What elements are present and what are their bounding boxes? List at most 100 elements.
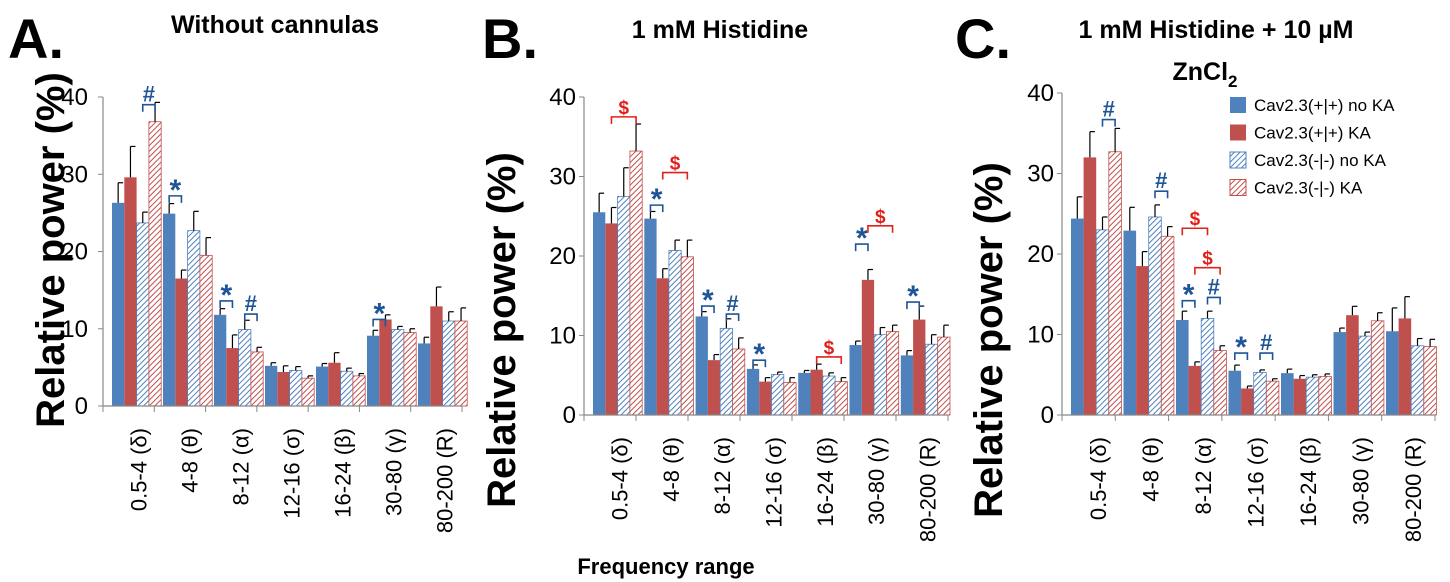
significance-bracket bbox=[867, 224, 894, 233]
legend-label: Cav2.3(+|+) KA bbox=[1254, 124, 1372, 143]
significance-bracket bbox=[752, 359, 767, 368]
significance-mark: * bbox=[753, 338, 765, 371]
significance-bracket bbox=[1181, 227, 1209, 236]
bar bbox=[418, 343, 431, 406]
significance-bracket bbox=[906, 301, 921, 310]
bar bbox=[1071, 218, 1084, 415]
bar bbox=[834, 381, 848, 416]
panel-b-ylabel: Relative power (%) bbox=[480, 152, 524, 508]
bar bbox=[629, 150, 643, 416]
bar bbox=[316, 366, 329, 406]
y-tick-label: 20 bbox=[549, 243, 576, 270]
significance-mark: $ bbox=[1190, 209, 1201, 230]
y-tick-label: 0 bbox=[1041, 402, 1054, 429]
x-tick-label: 16-24 (β) bbox=[331, 428, 356, 518]
legend-label: Cav2.3(+|+) no KA bbox=[1254, 96, 1395, 115]
bar bbox=[719, 327, 733, 416]
bar bbox=[379, 319, 392, 406]
x-tick-label: 16-24 (β) bbox=[1296, 437, 1321, 527]
significance-mark: * bbox=[856, 222, 868, 255]
bar bbox=[367, 335, 380, 406]
bar bbox=[124, 177, 137, 406]
bar bbox=[1293, 378, 1307, 415]
significance-mark: # bbox=[1208, 274, 1220, 299]
y-tick-label: 20 bbox=[1027, 241, 1054, 268]
significance-bracket bbox=[1154, 190, 1169, 199]
bar bbox=[163, 213, 176, 406]
x-tick-label: 80-200 (R) bbox=[1401, 437, 1426, 542]
significance-mark: # bbox=[1155, 168, 1167, 193]
legend-swatch bbox=[1230, 97, 1246, 113]
x-tick-label: 8-12 (α) bbox=[1191, 437, 1216, 515]
bar bbox=[454, 320, 468, 407]
panel-c-letter: C. bbox=[955, 7, 1011, 70]
significance-mark: * bbox=[907, 280, 919, 313]
bar bbox=[1370, 320, 1385, 416]
bar bbox=[925, 343, 939, 416]
bar bbox=[1188, 365, 1202, 415]
significance-mark: $ bbox=[1202, 249, 1213, 270]
bar bbox=[1083, 157, 1097, 415]
bar bbox=[695, 316, 708, 415]
x-tick-label: 8-12 (α) bbox=[710, 437, 735, 515]
bar bbox=[1123, 230, 1137, 415]
significance-mark: # bbox=[1103, 97, 1115, 122]
panel-b-plot: 0 10 20 30 40 0.5-4 (δ) 4-8 (θ) 8-12 (α) 12-16 (… bbox=[549, 84, 951, 542]
bar bbox=[1108, 151, 1122, 416]
bar bbox=[289, 370, 303, 407]
x-tick-label: 0.5-4 (δ) bbox=[608, 437, 633, 520]
significance-mark: $ bbox=[618, 98, 629, 119]
bar bbox=[771, 374, 785, 416]
bar bbox=[1358, 335, 1372, 416]
y-tick-label: 20 bbox=[61, 239, 88, 266]
y-tick-label: 10 bbox=[549, 323, 576, 350]
bar bbox=[1386, 331, 1399, 415]
panel-c-ylabel: Relative power (%) bbox=[967, 162, 1011, 518]
panel-a-letter: A. bbox=[8, 7, 64, 70]
bar bbox=[1200, 317, 1215, 416]
bar bbox=[1213, 350, 1227, 416]
significance-bracket bbox=[141, 103, 156, 112]
y-tick-label: 40 bbox=[61, 84, 88, 111]
bar bbox=[301, 377, 315, 407]
significance-bracket bbox=[854, 243, 869, 252]
significance-bracket bbox=[1194, 266, 1221, 275]
bar bbox=[783, 382, 797, 416]
significance-bracket bbox=[610, 116, 637, 124]
significance-mark: $ bbox=[824, 338, 835, 359]
legend-swatch bbox=[1229, 179, 1247, 196]
legend-label: Cav2.3(-|-) KA bbox=[1254, 179, 1363, 198]
bar bbox=[886, 331, 900, 416]
legend-swatch bbox=[1230, 124, 1246, 141]
x-tick-label: 30-80 (γ) bbox=[1349, 437, 1374, 525]
y-tick-label: 10 bbox=[61, 316, 88, 343]
panel-b-letter: B. bbox=[482, 7, 538, 70]
y-tick-label: 0 bbox=[563, 402, 576, 429]
bar bbox=[1346, 315, 1359, 415]
bar bbox=[668, 250, 682, 416]
bar bbox=[1148, 216, 1162, 416]
bar bbox=[430, 306, 443, 406]
significance-bracket bbox=[700, 305, 715, 314]
significance-mark: * bbox=[1183, 279, 1195, 312]
x-tick-label: 80-200 (R) bbox=[915, 437, 940, 542]
bar bbox=[1241, 388, 1254, 415]
y-tick-label: 30 bbox=[61, 161, 88, 188]
panel-b: B. 1 mM Histidine Relative power (%) 0 10… bbox=[480, 7, 951, 579]
bar bbox=[822, 375, 836, 416]
x-tick-label: 8-12 (α) bbox=[229, 428, 254, 506]
panel-b-title: 1 mM Histidine bbox=[632, 16, 809, 44]
significance-bracket bbox=[1181, 299, 1196, 308]
bar bbox=[277, 372, 290, 406]
bar bbox=[746, 368, 760, 415]
legend-label: Cav2.3(-|-) no KA bbox=[1254, 151, 1387, 170]
significance-mark: # bbox=[726, 291, 738, 316]
x-tick-label: 0.5-4 (δ) bbox=[127, 428, 152, 511]
significance-mark: * bbox=[373, 297, 385, 330]
significance-bracket bbox=[1206, 296, 1221, 305]
bar bbox=[849, 345, 862, 415]
significance-bracket bbox=[649, 204, 664, 213]
bar bbox=[226, 348, 239, 406]
significance-mark: $ bbox=[875, 207, 886, 228]
